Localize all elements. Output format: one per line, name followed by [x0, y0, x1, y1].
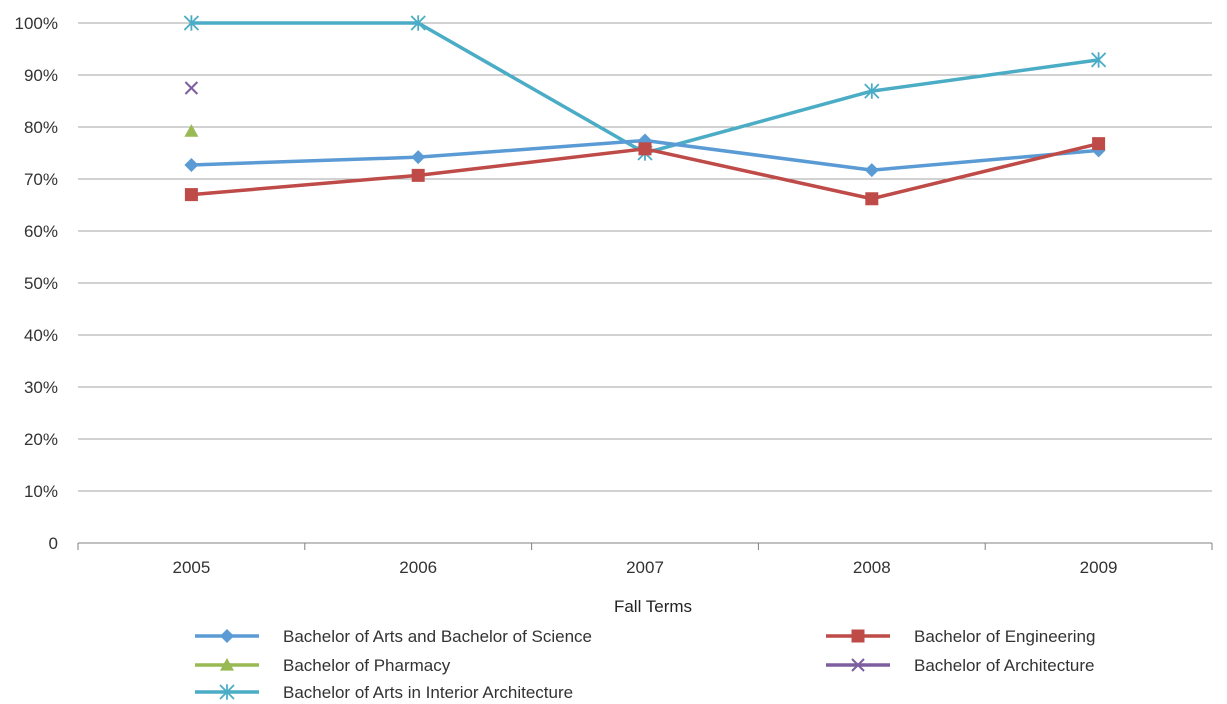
- y-tick-label: 10%: [24, 482, 58, 501]
- data-point: [411, 168, 425, 182]
- y-axis: 0 10% 20% 30% 40% 50% 60% 70% 80% 90% 100%: [15, 14, 58, 553]
- x-tick-label: 2006: [399, 558, 437, 577]
- y-tick-label: 70%: [24, 170, 58, 189]
- y-tick-label: 20%: [24, 430, 58, 449]
- x-tick-label: 2008: [853, 558, 891, 577]
- legend: Bachelor of Arts and Bachelor of Science…: [195, 627, 1095, 702]
- data-point: [410, 15, 426, 31]
- y-tick-label: 100%: [15, 14, 58, 33]
- y-tick-label: 80%: [24, 118, 58, 137]
- data-point: [184, 124, 199, 137]
- y-tick-label: 40%: [24, 326, 58, 345]
- y-tick-label: 0: [49, 534, 58, 553]
- x-tick-label: 2007: [626, 558, 664, 577]
- series-group: [183, 15, 1107, 206]
- legend-label: Bachelor of Architecture: [914, 656, 1094, 675]
- data-point: [184, 157, 199, 172]
- data-point: [184, 81, 199, 95]
- series-line: [191, 21, 1099, 155]
- y-tick-label: 50%: [24, 274, 58, 293]
- y-tick-label: 60%: [24, 222, 58, 241]
- y-tick-label: 30%: [24, 378, 58, 397]
- legend-label: Bachelor of Arts and Bachelor of Science: [283, 627, 592, 646]
- y-tick-label: 90%: [24, 66, 58, 85]
- data-point: [184, 188, 198, 202]
- gridlines: [78, 22, 1212, 492]
- legend-item: Bachelor of Engineering: [826, 627, 1095, 646]
- legend-item: Bachelor of Arts in Interior Architectur…: [195, 683, 573, 702]
- legend-item: Bachelor of Pharmacy: [195, 656, 451, 675]
- x-tick-label: 2005: [172, 558, 210, 577]
- series-1: [184, 137, 1106, 206]
- legend-marker: [219, 684, 235, 700]
- x-axis: 2005 2006 2007 2008 2009: [77, 542, 1213, 577]
- data-point: [638, 142, 652, 156]
- x-axis-title: Fall Terms: [614, 597, 692, 616]
- data-point: [411, 150, 426, 165]
- legend-item: Bachelor of Architecture: [826, 656, 1094, 675]
- legend-label: Bachelor of Arts in Interior Architectur…: [283, 683, 573, 702]
- data-point: [865, 192, 879, 206]
- legend-marker: [851, 629, 865, 643]
- data-point: [183, 15, 200, 31]
- legend-marker: [220, 658, 234, 671]
- data-point: [864, 83, 880, 99]
- legend-label: Bachelor of Pharmacy: [283, 656, 451, 675]
- legend-marker: [220, 629, 234, 643]
- legend-label: Bachelor of Engineering: [914, 627, 1095, 646]
- legend-marker: [851, 658, 865, 672]
- data-point: [864, 163, 879, 178]
- data-point: [1092, 137, 1106, 151]
- series-3: [184, 81, 199, 95]
- legend-item: Bachelor of Arts and Bachelor of Science: [195, 627, 592, 646]
- x-tick-label: 2009: [1080, 558, 1118, 577]
- data-point: [1090, 52, 1107, 68]
- series-2: [184, 124, 199, 137]
